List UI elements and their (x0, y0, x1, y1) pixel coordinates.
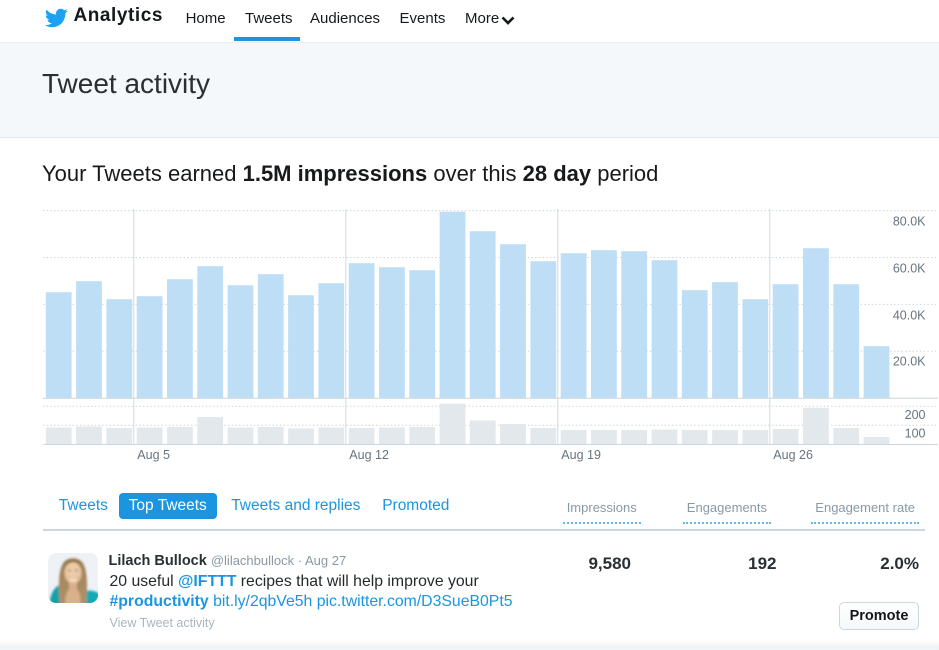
svg-text:80.0K: 80.0K (893, 215, 926, 229)
svg-text:20.0K: 20.0K (893, 355, 926, 369)
svg-text:40.0K: 40.0K (893, 309, 926, 323)
svg-text:60.0K: 60.0K (893, 262, 926, 276)
svg-text:Aug 5: Aug 5 (137, 448, 170, 462)
svg-text:Aug 19: Aug 19 (561, 448, 601, 462)
svg-text:100: 100 (905, 427, 926, 441)
svg-text:200: 200 (905, 408, 926, 422)
svg-text:Aug 26: Aug 26 (773, 448, 813, 462)
svg-text:Aug 12: Aug 12 (349, 448, 389, 462)
